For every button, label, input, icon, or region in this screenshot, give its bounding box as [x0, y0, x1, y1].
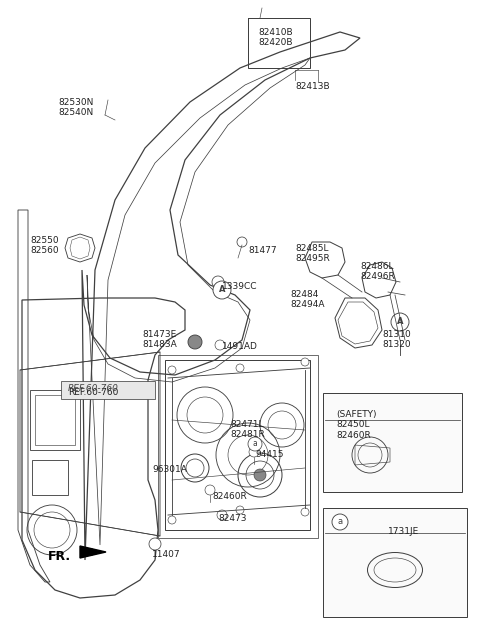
Text: 96301A: 96301A [152, 465, 187, 474]
Circle shape [332, 514, 348, 530]
Text: 82486L
82496R: 82486L 82496R [360, 262, 395, 281]
Text: 82485L
82495R: 82485L 82495R [295, 244, 330, 263]
Text: 1491AD: 1491AD [222, 342, 258, 351]
Text: a: a [337, 517, 343, 526]
Circle shape [236, 364, 244, 372]
Circle shape [168, 516, 176, 524]
Circle shape [248, 437, 262, 451]
FancyBboxPatch shape [61, 381, 155, 399]
Text: 11407: 11407 [152, 550, 180, 559]
Text: 94415: 94415 [255, 450, 284, 459]
Circle shape [301, 358, 309, 366]
Text: 82471L
82481R: 82471L 82481R [230, 420, 265, 440]
Text: a: a [252, 440, 257, 448]
Text: 82484
82494A: 82484 82494A [290, 290, 324, 310]
Circle shape [215, 340, 225, 350]
Text: A: A [219, 286, 225, 295]
Text: FR.: FR. [48, 550, 71, 563]
Text: 81473E
81483A: 81473E 81483A [142, 330, 177, 349]
Text: 82473: 82473 [218, 514, 247, 523]
Circle shape [188, 335, 202, 349]
Circle shape [213, 281, 231, 299]
Circle shape [391, 313, 409, 331]
Text: 82413B: 82413B [295, 82, 330, 91]
Text: 82410B
82420B: 82410B 82420B [258, 28, 293, 47]
Text: 82530N
82540N: 82530N 82540N [58, 98, 94, 117]
FancyBboxPatch shape [323, 393, 462, 492]
Circle shape [249, 447, 259, 457]
Text: REF.60-760: REF.60-760 [68, 384, 119, 393]
Circle shape [301, 508, 309, 516]
Circle shape [205, 485, 215, 495]
Text: 81477: 81477 [248, 246, 276, 255]
FancyBboxPatch shape [323, 508, 467, 617]
Text: 1731JE: 1731JE [388, 527, 419, 536]
Circle shape [217, 510, 227, 520]
Text: 82550
82560: 82550 82560 [30, 236, 59, 256]
Circle shape [254, 469, 266, 481]
Polygon shape [80, 546, 106, 558]
Circle shape [168, 366, 176, 374]
Circle shape [236, 506, 244, 514]
Text: A: A [397, 318, 403, 327]
Circle shape [149, 538, 161, 550]
Circle shape [237, 237, 247, 247]
Text: 82460R: 82460R [212, 492, 247, 501]
Text: (SAFETY)
82450L
82460R: (SAFETY) 82450L 82460R [336, 410, 376, 440]
Text: REF.60-760: REF.60-760 [68, 388, 119, 397]
Text: 1339CC: 1339CC [222, 282, 257, 291]
Text: 81310
81320: 81310 81320 [382, 330, 411, 349]
Circle shape [212, 276, 224, 288]
